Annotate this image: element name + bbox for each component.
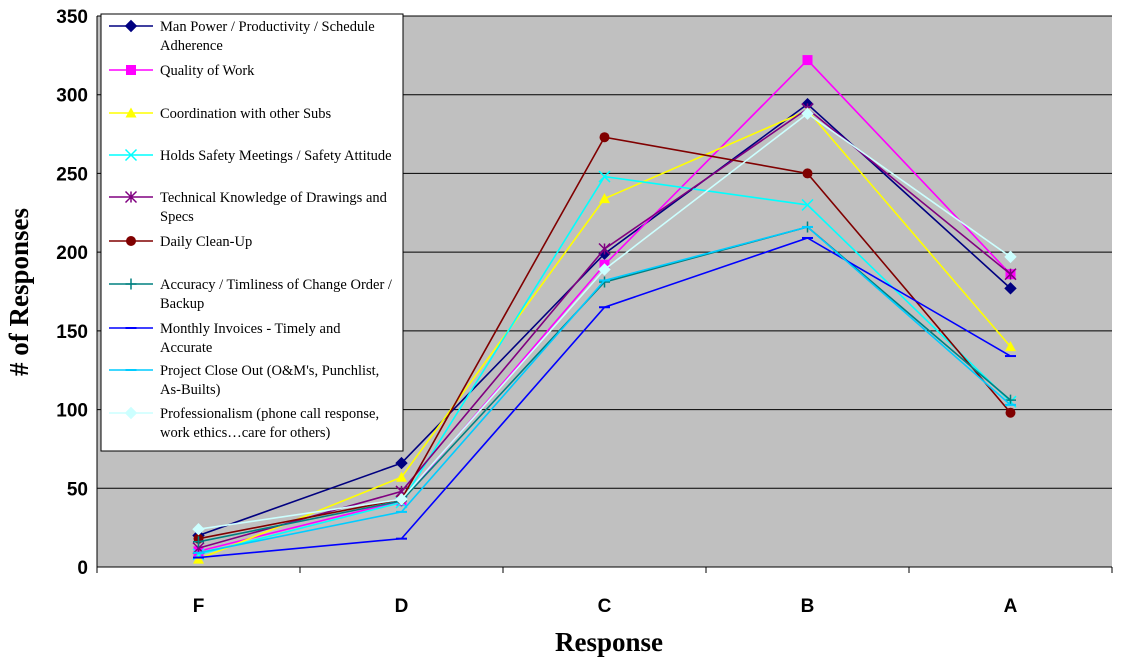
x-axis-title: Response [555,627,663,657]
x-tick-label: F [193,596,205,617]
data-point [192,523,205,536]
data-point [1004,250,1017,264]
data-point [1005,341,1016,352]
legend-label: As-Builts) [160,382,221,398]
legend-entry: Project Close Out (O&M's, Punchlist, As-B… [109,363,379,398]
legend-label: Monthly Invoices - Timely and [160,321,341,337]
data-point [1004,282,1017,295]
x-tick-label: C [598,596,612,617]
legend-entry: Quality of Work [109,63,255,79]
data-point [599,193,610,204]
x-tick-label: A [1004,596,1018,617]
x-tick-label: D [395,596,409,617]
legend-label: Backup [160,296,204,312]
y-tick-label: 300 [56,86,88,107]
y-tick-label: 350 [56,7,88,28]
data-point [802,168,813,179]
legend-label: Holds Safety Meetings / Safety Attitude [160,148,392,164]
legend-marker [124,19,138,33]
legend-label: work ethics…care for others) [160,425,330,441]
data-point [193,536,204,548]
legend-label: Adherence [160,38,223,54]
legend-marker [126,65,136,75]
legend-marker [124,406,138,420]
legend-label: Quality of Work [160,63,255,79]
legend-label: Man Power / Productivity / Schedule [160,19,375,35]
data-point [598,263,611,276]
y-tick-label: 200 [56,243,88,264]
data-point [801,198,814,211]
data-point [396,471,407,482]
data-point [395,456,408,470]
data-point [599,276,610,288]
legend-label: Professionalism (phone call response, [160,406,379,422]
legend-label: Technical Knowledge of Drawings and [160,190,388,206]
legend-marker [125,107,137,118]
data-point [599,132,610,143]
legend-marker [125,278,137,290]
data-point [193,553,204,564]
legend-marker [124,190,138,204]
legend-entry: Holds Safety Meetings / Safety Attitude [109,148,392,164]
y-tick-label: 50 [67,479,88,500]
legend-label: Daily Clean-Up [160,234,252,250]
axes [96,16,1113,573]
data-point [598,170,611,183]
legend-entry: Man Power / Productivity / Schedule Adher… [109,19,375,54]
series-8 [193,236,1016,559]
legend-entry: Professionalism (phone call response, wor… [109,406,379,441]
y-tick-label: 250 [56,164,88,185]
y-tick-label: 150 [56,322,88,343]
data-point [801,107,814,120]
series-10 [192,107,1017,536]
y-axis-title: # of Responses [4,208,34,376]
legend-marker [124,148,138,162]
legend-entry: Technical Knowledge of Drawings and Specs [109,190,388,225]
data-point [1005,407,1016,418]
y-tick-labels: 0 50 100 150 200 250 300 350 [56,7,88,579]
legend-label: Accuracy / Timliness of Change Order / [160,277,393,293]
legend-label: Specs [160,209,194,225]
data-point [802,55,813,66]
legend-label: Accurate [160,340,212,356]
y-tick-label: 100 [56,401,88,422]
data-point [598,242,611,256]
legend-box [100,13,404,452]
legend-entry: Daily Clean-Up [109,234,252,250]
y-tick-label: 0 [77,558,88,579]
legend-entry: Coordination with other Subs [109,106,332,122]
legend: Man Power / Productivity / Schedule Adher… [100,13,404,452]
series-layer [192,55,1017,564]
x-tick-label: B [801,596,815,617]
legend-marker [126,236,136,246]
legend-label: Coordination with other Subs [160,106,332,122]
legend-entry: Monthly Invoices - Timely and Accurate [109,321,341,356]
series-9 [193,225,1016,554]
legend-label: Project Close Out (O&M's, Punchlist, [160,363,379,379]
legend-entry: Accuracy / Timliness of Change Order / Ba… [109,277,393,312]
series-7 [193,221,1016,548]
data-point [1004,268,1017,281]
data-point [395,493,408,506]
